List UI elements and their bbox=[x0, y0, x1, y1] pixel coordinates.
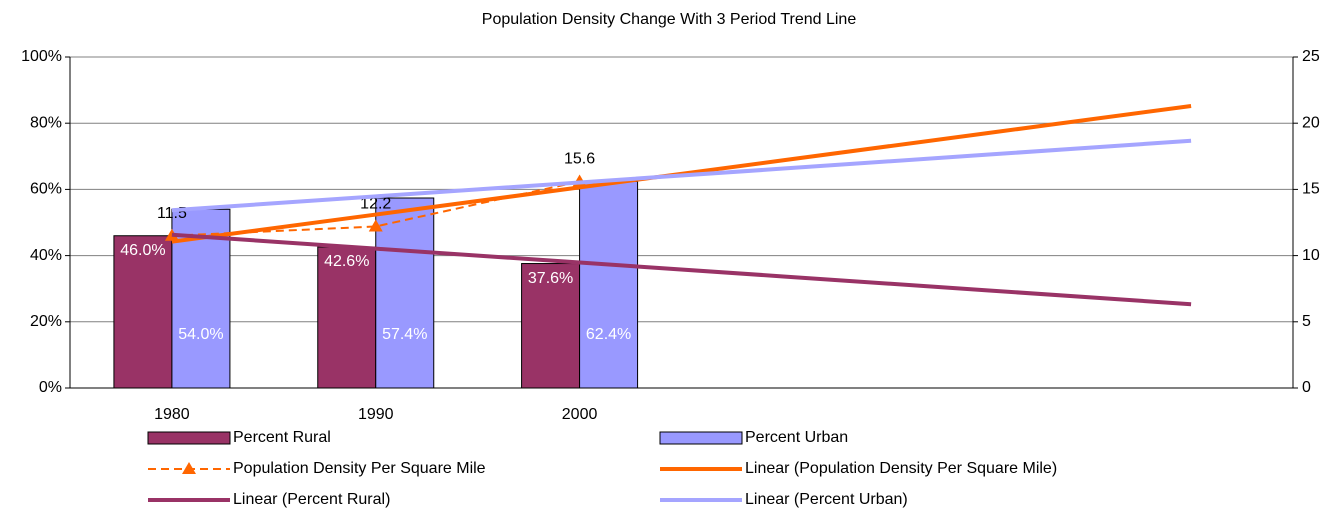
y-tick-label: 100% bbox=[21, 48, 62, 65]
bar bbox=[375, 197, 435, 389]
legend-item: Percent Rural bbox=[147, 429, 331, 446]
y-tick-label: 0% bbox=[39, 379, 62, 396]
data-label: 54.0% bbox=[178, 326, 223, 343]
legend-label: Linear (Population Density Per Square Mi… bbox=[745, 460, 1057, 477]
line bbox=[171, 138, 1192, 213]
legend-item: Population Density Per Square Mile bbox=[148, 460, 486, 477]
x-tick-label: 2000 bbox=[562, 406, 598, 423]
y-tick-label: 20% bbox=[30, 313, 62, 330]
y-tick-label: 80% bbox=[30, 114, 62, 131]
data-label: 11.5 bbox=[157, 205, 187, 222]
legend-label: Percent Urban bbox=[745, 429, 848, 446]
x-tick-label: 1990 bbox=[358, 406, 394, 423]
bar bbox=[521, 263, 581, 389]
data-label: 62.4% bbox=[586, 326, 631, 343]
marker bbox=[368, 219, 383, 232]
line bbox=[171, 232, 1192, 307]
y-tick-label: 60% bbox=[30, 181, 62, 198]
legend-marker bbox=[182, 462, 196, 474]
data-label: 15.6 bbox=[564, 151, 595, 168]
legend-item: Percent Urban bbox=[659, 429, 848, 446]
bar bbox=[579, 180, 639, 389]
y-tick-label: 40% bbox=[30, 247, 62, 264]
y2-tick-label: 15 bbox=[1302, 181, 1320, 198]
x-tick-label: 1980 bbox=[154, 406, 190, 423]
legend-swatch bbox=[147, 431, 231, 445]
y2-tick-label: 0 bbox=[1302, 379, 1311, 396]
legend-label: Linear (Percent Rural) bbox=[233, 491, 390, 508]
data-label: 46.0% bbox=[120, 242, 165, 259]
legend-item: Linear (Percent Urban) bbox=[660, 491, 908, 508]
legend-label: Percent Rural bbox=[233, 429, 331, 446]
data-label: 12.2 bbox=[360, 196, 391, 213]
chart-title: Population Density Change With 3 Period … bbox=[482, 11, 857, 28]
marker bbox=[164, 228, 179, 241]
data-label: 57.4% bbox=[382, 326, 427, 343]
legend-swatch bbox=[659, 431, 743, 445]
legend-item: Linear (Percent Rural) bbox=[148, 491, 390, 508]
y2-tick-label: 5 bbox=[1302, 313, 1311, 330]
legend-label: Population Density Per Square Mile bbox=[233, 460, 486, 477]
data-label: 42.6% bbox=[324, 253, 369, 270]
legend-item: Linear (Population Density Per Square Mi… bbox=[660, 460, 1057, 477]
legend-label: Linear (Percent Urban) bbox=[745, 491, 908, 508]
y2-tick-label: 20 bbox=[1302, 114, 1320, 131]
y2-tick-label: 25 bbox=[1302, 48, 1320, 65]
data-label: 37.6% bbox=[528, 270, 573, 287]
y2-tick-label: 10 bbox=[1302, 247, 1320, 264]
